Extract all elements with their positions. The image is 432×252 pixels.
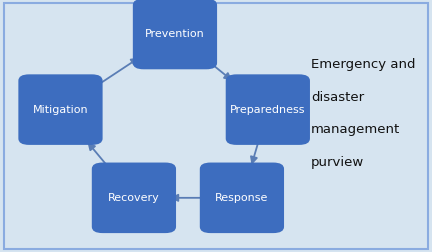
Text: Response: Response [215,193,269,203]
FancyBboxPatch shape [226,74,310,145]
Text: Emergency and: Emergency and [311,58,416,71]
Text: Recovery: Recovery [108,193,160,203]
Text: Prevention: Prevention [145,29,205,39]
FancyBboxPatch shape [200,163,284,233]
Text: Mitigation: Mitigation [33,105,88,115]
Text: purview: purview [311,156,364,169]
FancyBboxPatch shape [19,74,103,145]
FancyBboxPatch shape [4,3,428,249]
Text: management: management [311,123,400,136]
Text: Preparedness: Preparedness [230,105,305,115]
Text: disaster: disaster [311,90,364,104]
FancyBboxPatch shape [133,0,217,69]
FancyBboxPatch shape [92,163,176,233]
